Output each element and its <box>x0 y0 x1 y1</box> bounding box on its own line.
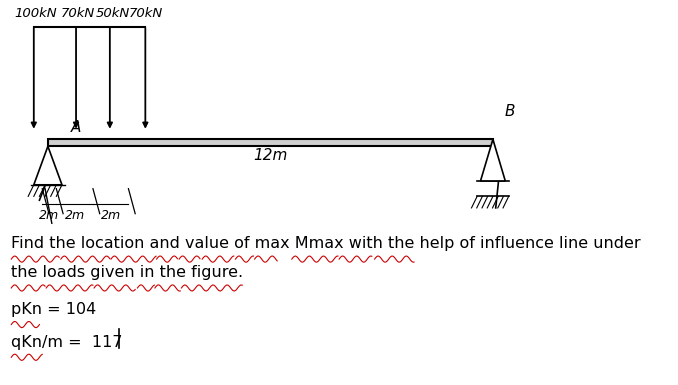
Text: Find the location and value of max Mmax with the help of influence line under: Find the location and value of max Mmax … <box>12 236 641 251</box>
Polygon shape <box>34 146 62 185</box>
Text: 100kN: 100kN <box>14 7 57 20</box>
Text: 2m: 2m <box>100 209 121 223</box>
Text: 12m: 12m <box>253 148 287 163</box>
Polygon shape <box>481 139 505 181</box>
Polygon shape <box>48 139 493 146</box>
Text: 70kN: 70kN <box>61 7 95 20</box>
Text: 2m: 2m <box>39 209 60 223</box>
Text: pKn = 104: pKn = 104 <box>12 302 96 317</box>
Text: qKn/m =  117: qKn/m = 117 <box>12 335 123 350</box>
Text: 50kN: 50kN <box>96 7 130 20</box>
Text: B: B <box>504 104 515 119</box>
Text: 70kN: 70kN <box>128 7 163 20</box>
Text: the loads given in the figure.: the loads given in the figure. <box>12 265 243 280</box>
Text: 2m: 2m <box>64 209 85 223</box>
Text: A: A <box>71 120 81 135</box>
